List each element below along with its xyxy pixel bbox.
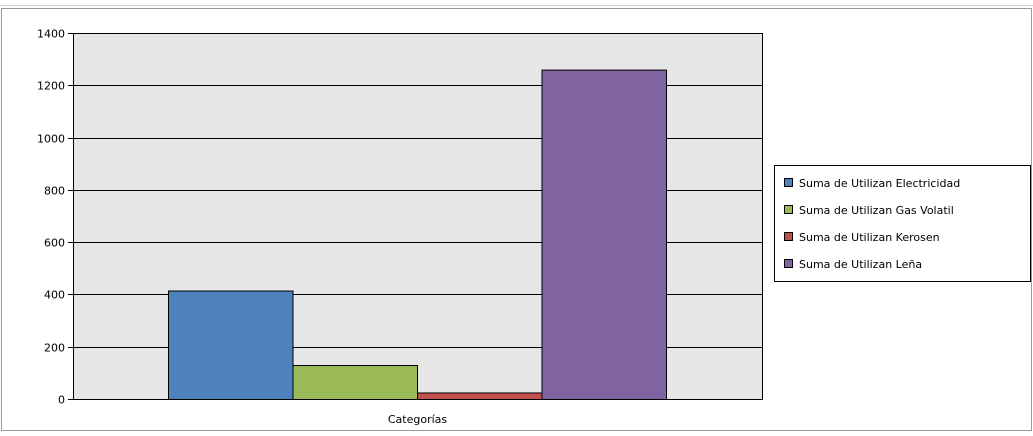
legend-item-electricidad: Suma de Utilizan Electricidad [784,177,960,190]
legend-label-electricidad: Suma de Utilizan Electricidad [799,177,960,190]
y-tick-label: 800 [44,185,65,198]
bars [168,69,667,401]
bar-gas-volatil [292,365,418,400]
legend-label-lena: Suma de Utilizan Leña [799,258,922,271]
y-axis-ticks: 0 200 400 600 800 1000 1200 1400 [37,28,73,407]
bar-kerosen [417,392,543,401]
bar-lena [541,69,667,400]
y-tick-label: 1000 [37,133,65,146]
y-tick-label: 400 [44,289,65,302]
legend-swatch-kerosen [784,232,793,241]
y-tick-label: 600 [44,237,65,250]
y-tick-label: 1200 [37,80,65,93]
legend-label-gas-volatil: Suma de Utilizan Gas Volatil [799,204,954,217]
bar-electricidad [168,290,294,400]
legend-item-gas-volatil: Suma de Utilizan Gas Volatil [784,204,954,217]
legend-swatch-lena [784,259,793,268]
y-tick-label: 1400 [37,28,65,41]
legend-swatch-electricidad [784,178,793,187]
legend-item-lena: Suma de Utilizan Leña [784,258,922,271]
legend: Suma de Utilizan Electricidad Suma de Ut… [774,165,1031,282]
legend-label-kerosen: Suma de Utilizan Kerosen [799,231,940,244]
y-tick-label: 200 [44,342,65,355]
legend-item-kerosen: Suma de Utilizan Kerosen [784,231,940,244]
legend-box [774,165,1031,282]
legend-swatch-gas-volatil [784,205,793,214]
x-category-label: Categorías [388,413,448,426]
y-tick-label: 0 [58,394,65,407]
